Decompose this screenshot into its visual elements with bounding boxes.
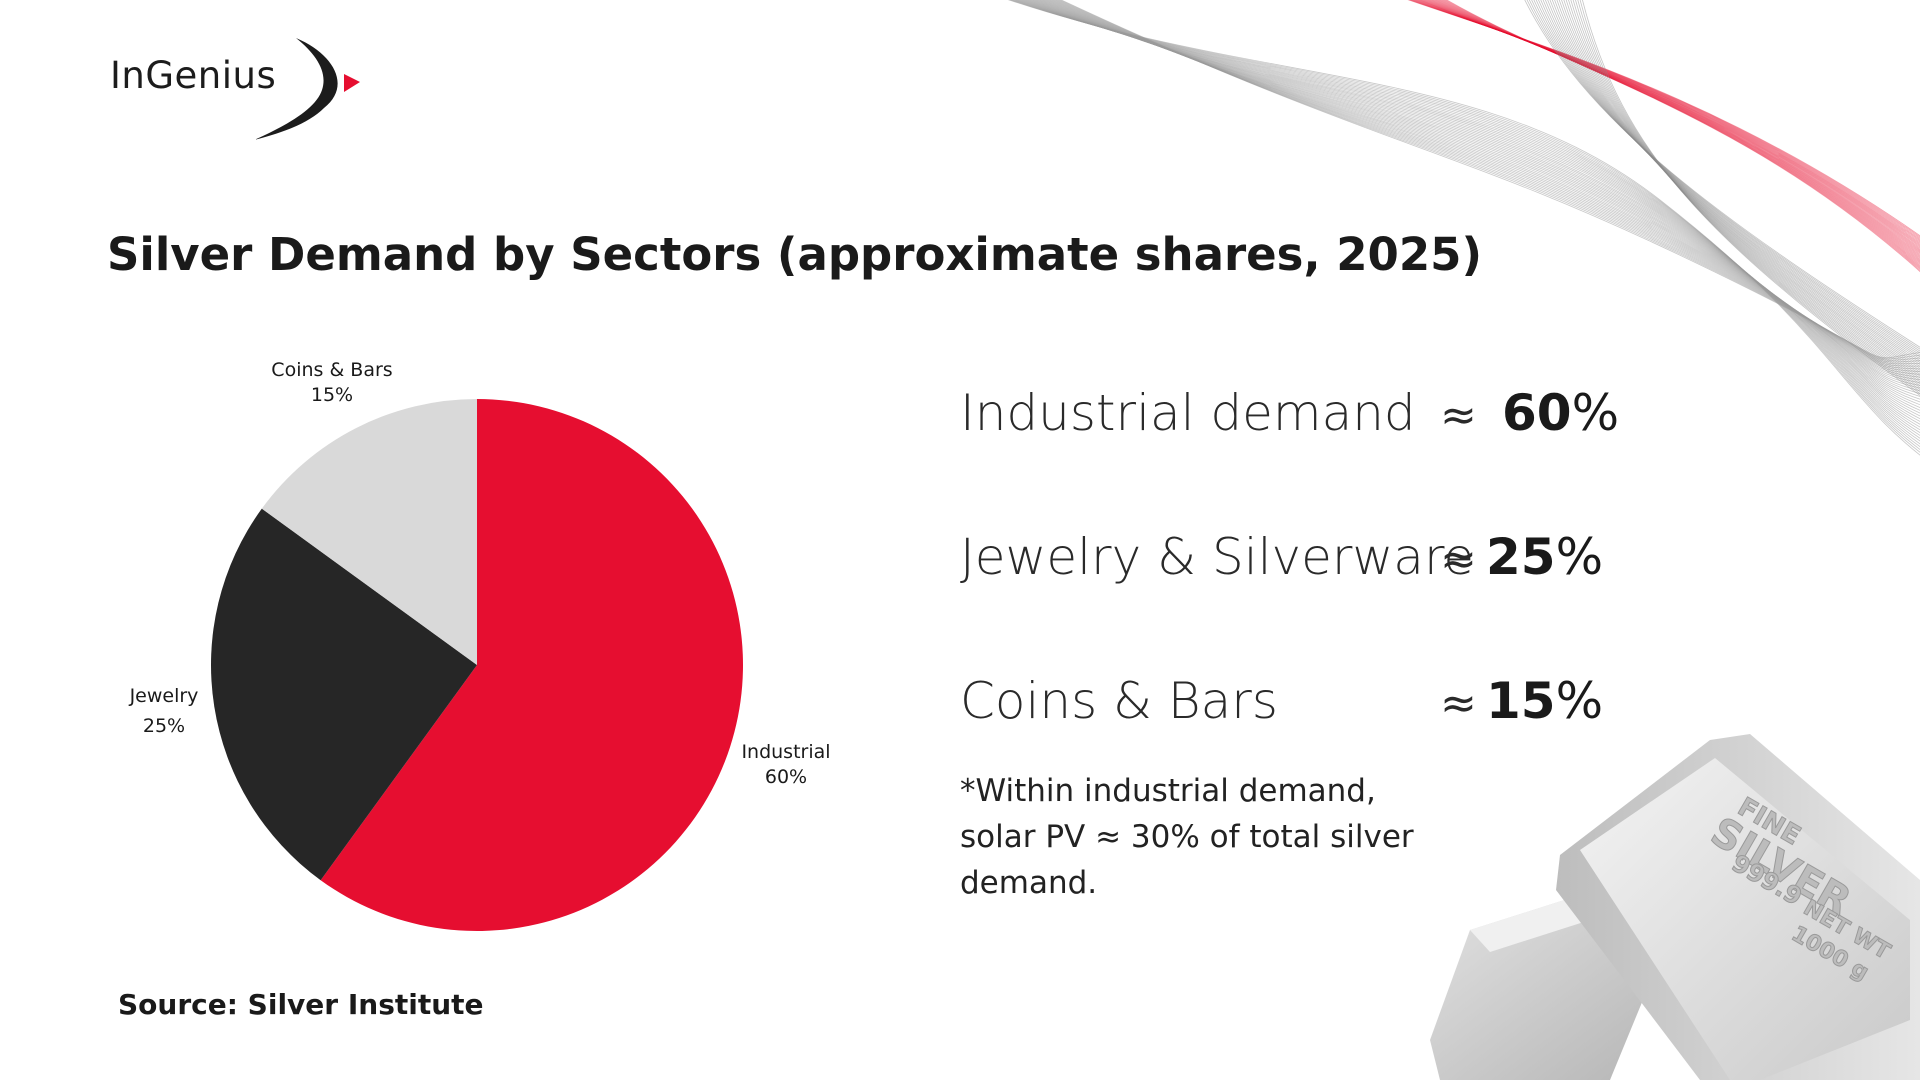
stat-coins-number: 15 [1486, 672, 1556, 730]
stat-jewelry-number: 25 [1486, 528, 1556, 586]
page-title: Silver Demand by Sectors (approximate sh… [107, 228, 1483, 281]
stat-industrial-number: 60 [1502, 384, 1572, 442]
footnote: *Within industrial demand, solar PV ≈ 30… [960, 773, 1414, 901]
stats-list: Industrial demand ≈ 60% Jewelry & Silver… [960, 376, 1700, 736]
pie-label-percent: 25% [143, 715, 185, 737]
pie-label-name: Jewelry [129, 685, 199, 707]
stat-jewelry-label: Jewelry & Silverware [960, 528, 1475, 586]
pie-chart: Industrial 60% Jewelry 25% Coins & Bars 15% [129, 359, 831, 931]
stat-jewelry-value: 25% [1486, 528, 1603, 586]
silver-bars-image: FINE SILVER 999.9 NET WT 1000 g [1430, 734, 1920, 1080]
stat-jewelry-approx: ≈ [1440, 534, 1477, 585]
stat-jewelry-unit: % [1555, 528, 1604, 586]
pie-label-percent: 15% [311, 384, 353, 406]
ingenius-logo: InGenius [106, 36, 366, 146]
stat-industrial-approx: ≈ [1440, 390, 1477, 441]
pie-label-name: Industrial [741, 741, 830, 763]
stat-coins-label: Coins & Bars [960, 672, 1278, 730]
pie-label-percent: 60% [765, 766, 807, 788]
pie-slice-coins-bars [261, 399, 477, 665]
stat-coins-value: 15% [1486, 672, 1603, 730]
logo-swoosh-icon [256, 38, 360, 140]
stat-coins-approx: ≈ [1440, 678, 1477, 729]
pie-label-name: Coins & Bars [271, 359, 392, 381]
pie-labels: Industrial 60% Jewelry 25% Coins & Bars 15% [129, 359, 831, 788]
stat-coins-unit: % [1555, 672, 1604, 730]
pie-slice-industrial [320, 399, 743, 931]
source-citation: Source: Silver Institute [118, 988, 484, 1021]
stat-industrial-value: 60% [1502, 384, 1619, 442]
stat-industrial-label: Industrial demand [960, 384, 1416, 442]
logo-wordmark: InGenius [110, 54, 277, 97]
pie-slice-jewelry [211, 508, 477, 881]
decorative-waves [1007, 0, 1920, 456]
stat-industrial-unit: % [1571, 384, 1620, 442]
pie-slices [211, 399, 743, 931]
